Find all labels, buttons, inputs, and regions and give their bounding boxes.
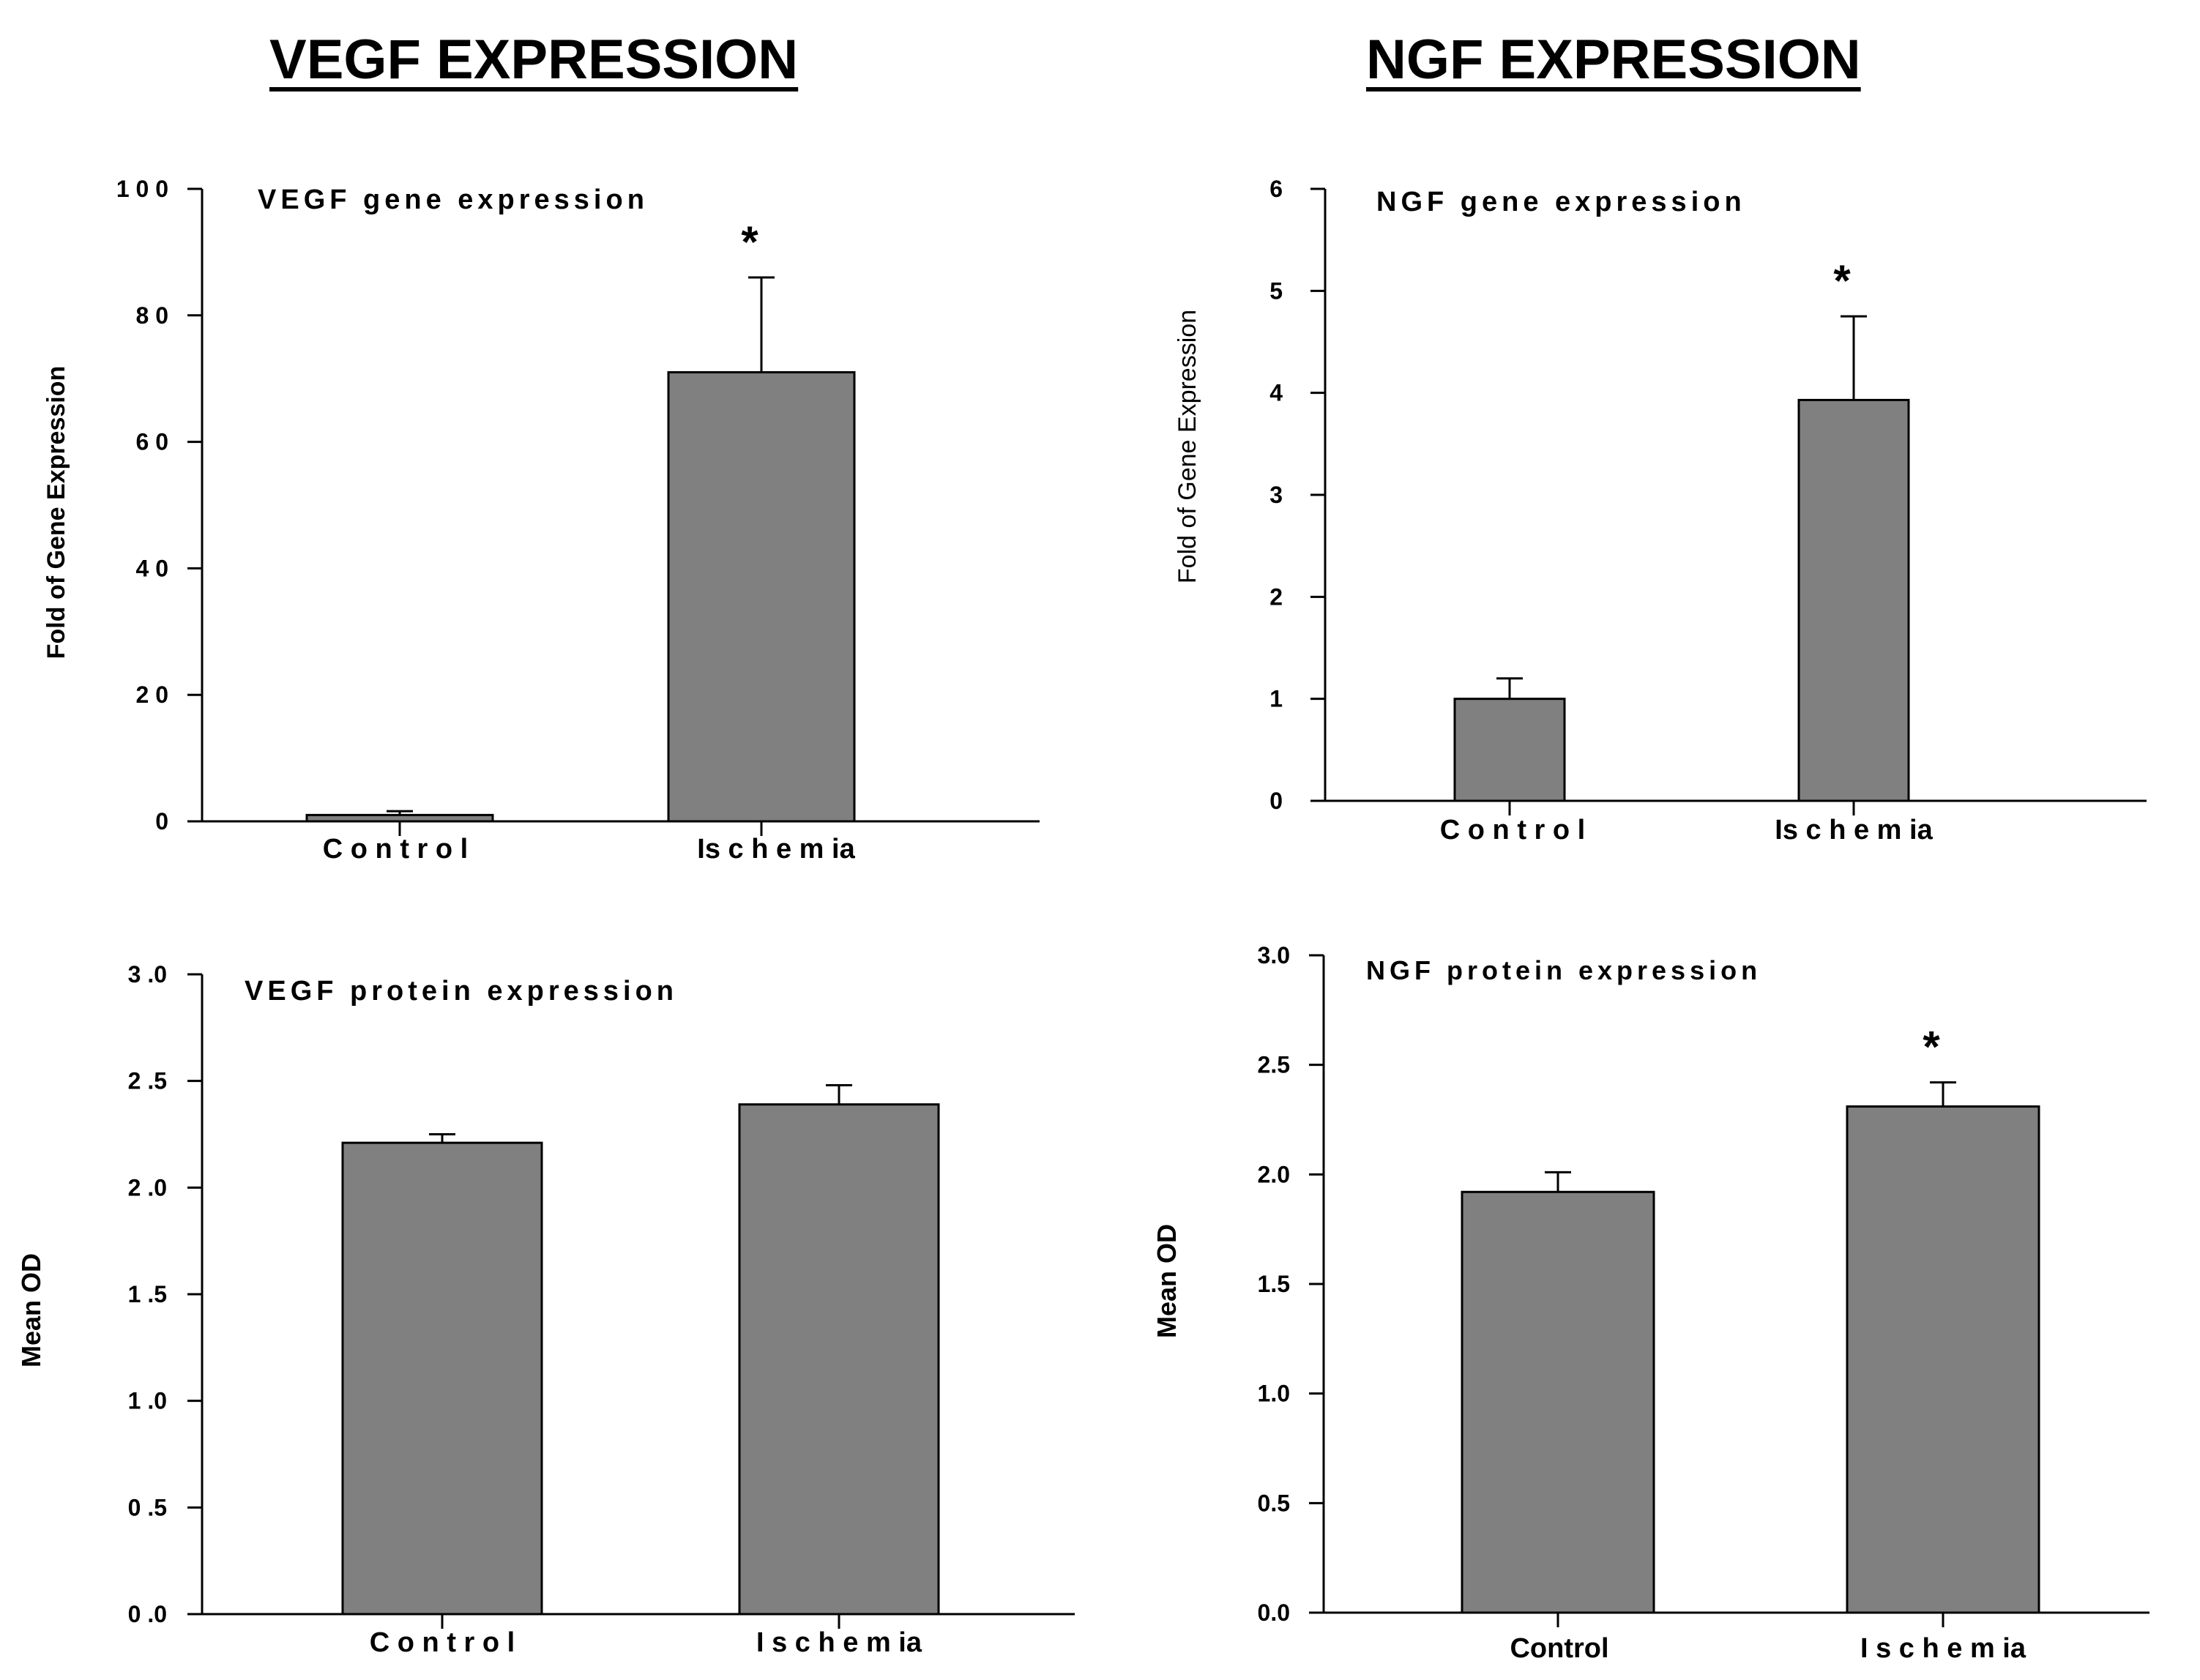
- y-axis-label: Mean OD: [16, 1253, 46, 1367]
- y-tick-label: 5: [1269, 277, 1283, 304]
- y-tick-label: 0: [155, 808, 168, 835]
- y-tick-label: 2: [1269, 583, 1283, 610]
- y-tick-label: 6 0: [136, 429, 168, 455]
- y-axis-label: Fold of Gene Expression: [42, 366, 70, 660]
- vegf-expression-heading: VEGF EXPRESSION: [269, 29, 799, 91]
- bar-control: [305, 813, 494, 823]
- y-axis-label: Fold of Gene Expression: [1174, 310, 1201, 583]
- bar-control: [1461, 1190, 1655, 1614]
- category-label: Control: [1510, 1633, 1608, 1664]
- y-tick-label: 2 .5: [128, 1068, 167, 1094]
- vegf-gene-expression-chart: 0 2 0 4 0 6 0 8 0 1 0 0 C o n t r o l * Is c h e…: [42, 176, 1040, 865]
- y-tick-label: 0 .5: [128, 1494, 167, 1520]
- y-tick-label: 8 0: [136, 302, 168, 329]
- y-tick-label: 1 .0: [128, 1388, 167, 1414]
- category-label: I s c h e m ia: [1860, 1633, 2026, 1664]
- y-tick-label: 2 .0: [128, 1174, 167, 1201]
- significance-marker: *: [741, 217, 758, 266]
- y-tick-label: 3.0: [1258, 942, 1290, 968]
- y-tick-label: 1.0: [1258, 1381, 1290, 1407]
- significance-marker: *: [1833, 256, 1851, 305]
- bar-ischemia: [667, 371, 856, 823]
- significance-marker: *: [1923, 1023, 1940, 1072]
- category-label: Is c h e m ia: [1775, 815, 1933, 845]
- y-tick-label: 1 0 0: [116, 176, 168, 202]
- vegf-protein-expression-chart: 0 .0 0 .5 1 .0 1 .5 2 .0 2 .5 3 .0 C o n t r o …: [16, 961, 1075, 1658]
- y-tick-label: 0.5: [1258, 1490, 1290, 1516]
- bar-ischemia: [1846, 1105, 2040, 1614]
- y-tick-label: 4 0: [136, 555, 168, 581]
- y-tick-label: 6: [1269, 176, 1283, 202]
- y-tick-label: 0.0: [1258, 1599, 1290, 1626]
- category-label: Is c h e m ia: [697, 834, 855, 865]
- bar-ischemia: [1797, 398, 1910, 802]
- chart-title: NGF gene expression: [1376, 187, 1746, 217]
- chart-title: VEGF protein expression: [245, 976, 678, 1007]
- category-label: C o n t r o l: [370, 1627, 515, 1658]
- ngf-protein-expression-chart: 0.0 0.5 1.0 1.5 2.0 2.5 3.0 Control * I s c h e m…: [1152, 942, 2149, 1664]
- bar-control: [1453, 698, 1566, 802]
- y-tick-label: 1.5: [1258, 1271, 1290, 1297]
- y-tick-label: 1 .5: [128, 1281, 167, 1307]
- ngf-expression-heading: NGF EXPRESSION: [1366, 29, 1861, 91]
- category-label: C o n t r o l: [1440, 815, 1585, 845]
- category-label: I s c h e m ia: [756, 1627, 922, 1658]
- y-tick-label: 2.0: [1258, 1161, 1290, 1187]
- category-label: C o n t r o l: [323, 834, 468, 865]
- y-tick-label: 2 0: [136, 682, 168, 708]
- bar-control: [341, 1141, 543, 1616]
- y-tick-label: 1: [1269, 686, 1283, 712]
- ngf-gene-expression-chart: 0 1 2 3 4 5 6 C o n t r o l * Is c h e m ia NGF ge…: [1174, 176, 2147, 845]
- y-tick-label: 0: [1269, 788, 1283, 814]
- chart-title: VEGF gene expression: [258, 184, 649, 215]
- y-tick-label: 3 .0: [128, 961, 167, 988]
- chart-title: NGF protein expression: [1366, 955, 1761, 985]
- y-tick-label: 0 .0: [128, 1601, 167, 1627]
- bar-ischemia: [738, 1103, 940, 1616]
- y-tick-label: 4: [1269, 380, 1283, 406]
- y-tick-label: 2.5: [1258, 1052, 1290, 1078]
- y-axis-label: Mean OD: [1152, 1224, 1182, 1338]
- y-tick-label: 3: [1269, 482, 1283, 508]
